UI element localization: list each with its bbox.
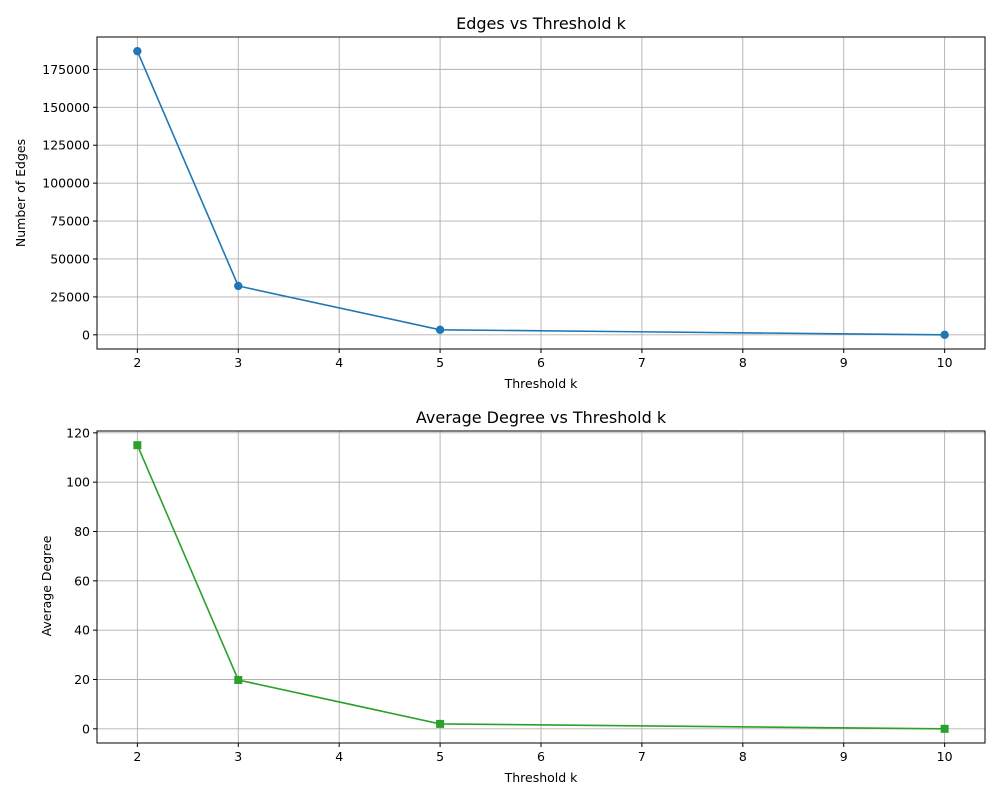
y-tick-label: 0 [82, 721, 90, 736]
series-line [136, 50, 945, 336]
y-tick-label: 25000 [50, 289, 90, 304]
x-tick-label: 8 [739, 355, 747, 370]
y-axis-label: Number of Edges [13, 139, 28, 247]
x-tick-label: 3 [234, 749, 242, 764]
x-tick-label: 4 [335, 355, 343, 370]
x-tick-label: 2 [133, 749, 141, 764]
y-tick-label: 100000 [42, 176, 90, 191]
x-tick-label: 8 [739, 749, 747, 764]
y-tick-label: 80 [74, 524, 90, 539]
y-tick-label: 20 [74, 672, 90, 687]
edges-chart: 2 3 4 5 6 7 8 9 10 0 25000 50000 75000 100000 125000 15… [13, 14, 986, 391]
x-tick-label: 10 [937, 355, 953, 370]
y-tick-label: 60 [74, 573, 90, 588]
x-tick-label: 2 [133, 355, 141, 370]
x-tick-label: 5 [436, 749, 444, 764]
data-point [234, 675, 243, 684]
x-axis-label: Threshold k [504, 770, 579, 785]
data-point [436, 719, 445, 728]
y-tick-label: 175000 [42, 62, 90, 77]
x-tick-label: 7 [638, 355, 646, 370]
y-tick-label: 100 [66, 475, 90, 490]
y-tick-label: 40 [74, 623, 90, 638]
y-tick-label: 120 [66, 425, 90, 440]
axes-frame [96, 36, 986, 350]
data-point [435, 325, 445, 335]
x-tick-label: 9 [840, 749, 848, 764]
x-tick-label: 3 [234, 355, 242, 370]
x-tick-label: 6 [537, 749, 545, 764]
x-axis-label: Threshold k [504, 376, 579, 391]
axes-frame [96, 430, 986, 744]
y-tick-label: 0 [82, 327, 90, 342]
chart-title: Edges vs Threshold k [456, 14, 627, 33]
data-point [940, 724, 949, 733]
x-tick-label: 5 [436, 355, 444, 370]
x-tick-label: 7 [638, 749, 646, 764]
y-axis-label: Average Degree [39, 535, 54, 636]
y-tick-label: 150000 [42, 100, 90, 115]
series-line [136, 444, 945, 730]
y-tick-label: 75000 [50, 214, 90, 229]
data-point [133, 441, 142, 450]
data-point [133, 46, 142, 56]
plot-area: 2 3 4 5 6 7 8 9 10 0 25000 50000 75000 100000 125000 15… [42, 36, 986, 370]
x-tick-label: 4 [335, 749, 343, 764]
y-tick-label: 50000 [50, 251, 90, 266]
x-tick-label: 6 [537, 355, 545, 370]
data-point [940, 330, 949, 340]
x-tick-label: 9 [840, 355, 848, 370]
chart-title: Average Degree vs Threshold k [416, 408, 667, 427]
x-tick-label: 10 [937, 749, 953, 764]
data-point [234, 281, 243, 291]
y-tick-label: 125000 [42, 138, 90, 153]
